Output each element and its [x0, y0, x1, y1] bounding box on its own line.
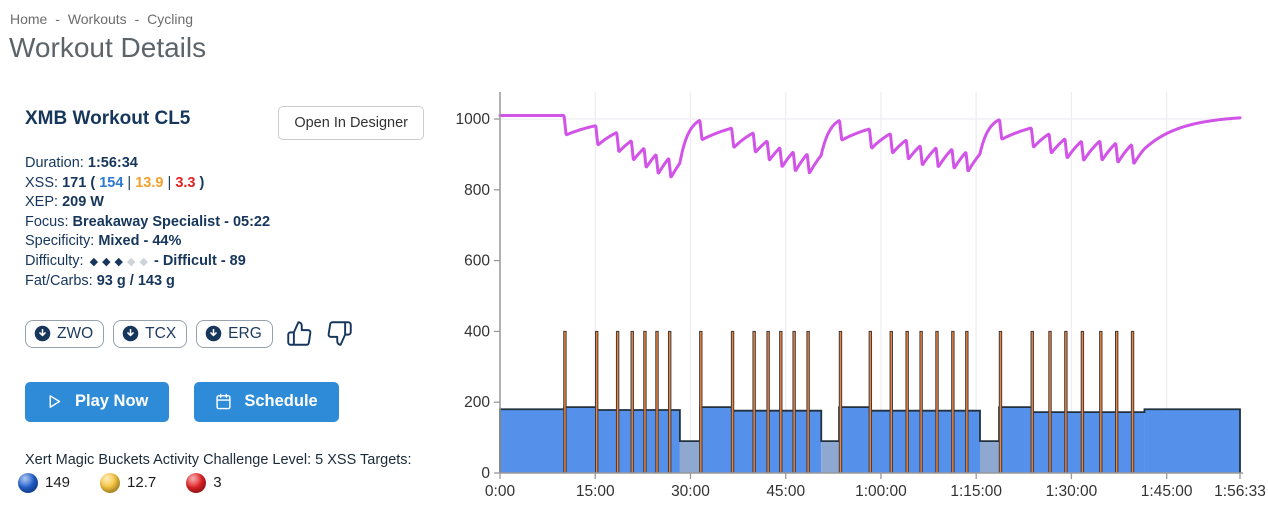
breadcrumb-separator: - [134, 11, 140, 27]
svg-text:800: 800 [464, 182, 490, 199]
download-zwo-label: ZWO [57, 324, 94, 342]
xep-value: 209 W [62, 194, 104, 210]
svg-text:1:15:00: 1:15:00 [950, 483, 1002, 500]
detail-focus: Focus: Breakaway Specialist - 05:22 [25, 213, 455, 233]
diamond-empty-icon: ◆ [139, 255, 148, 268]
breadcrumb-workouts[interactable]: Workouts [67, 11, 127, 27]
workout-summary-panel: XMB Workout CL5 Open In Designer Duratio… [0, 84, 455, 507]
svg-text:200: 200 [464, 394, 490, 411]
breadcrumb-cycling[interactable]: Cycling [147, 11, 194, 27]
schedule-button[interactable]: Schedule [194, 381, 339, 422]
play-now-label: Play Now [75, 392, 149, 410]
breadcrumb-home[interactable]: Home [10, 11, 48, 27]
detail-specificity: Specificity: Mixed - 44% [25, 232, 455, 252]
workout-title: XMB Workout CL5 [25, 108, 191, 129]
focus-value: Breakaway Specialist - 05:22 [72, 213, 271, 230]
detail-difficulty: Difficulty: ◆ ◆ ◆ ◆ ◆ - Difficult - 89 [25, 252, 455, 273]
breadcrumb: Home - Workouts - Cycling [0, 0, 1268, 27]
target-value: 149 [45, 474, 71, 491]
svg-text:15:00: 15:00 [576, 483, 615, 500]
svg-text:0: 0 [481, 465, 490, 482]
xss-target-red-bucket: 3 [186, 472, 222, 493]
download-icon [34, 325, 51, 342]
download-zwo-button[interactable]: ZWO [25, 319, 105, 348]
target-value: 12.7 [127, 474, 157, 491]
xss-label: XSS: [25, 174, 59, 191]
detail-duration: Duration: 1:56:34 [25, 154, 455, 174]
difficulty-diamonds: ◆ ◆ ◆ ◆ ◆ [88, 253, 150, 269]
download-erg-button[interactable]: ERG [196, 319, 273, 348]
download-row: ZWO TCX ERG [25, 319, 455, 348]
xss-target-blue-bucket: 149 [18, 472, 71, 493]
download-tcx-button[interactable]: TCX [113, 319, 188, 348]
svg-text:30:00: 30:00 [671, 483, 710, 500]
page-title: Workout Details [9, 32, 207, 63]
challenge-section: Xert Magic Buckets Activity Challenge Le… [18, 451, 455, 493]
download-icon [122, 325, 139, 342]
thumbs-down-button[interactable] [326, 320, 353, 347]
xep-label: XEP: [25, 194, 59, 210]
difficulty-label: Difficulty: [25, 252, 84, 269]
action-row: Play Now Schedule [25, 381, 455, 422]
detail-xep: XEP: 209 W [25, 193, 455, 213]
svg-text:400: 400 [464, 323, 490, 340]
xss-targets: 149 12.7 3 [18, 472, 455, 493]
svg-text:1:56:33: 1:56:33 [1214, 483, 1266, 500]
diamond-filled-icon: ◆ [102, 255, 111, 268]
target-value: 3 [213, 474, 222, 491]
detail-xss: XSS: 171 ( 154 | 13.9 | 3.3 ) [25, 174, 205, 191]
svg-text:45:00: 45:00 [766, 483, 805, 500]
duration-label: Duration: [25, 155, 84, 171]
fatcarbs-value: 93 g / 143 g [96, 273, 175, 289]
challenge-text: Xert Magic Buckets Activity Challenge Le… [25, 451, 412, 468]
thumbs-up-button[interactable] [286, 320, 313, 347]
xss-high-value: 3.3 [175, 174, 196, 191]
svg-text:1:45:00: 1:45:00 [1141, 483, 1193, 500]
thumbs-up-icon [286, 320, 313, 347]
diamond-filled-icon: ◆ [89, 255, 99, 268]
open-in-designer-button[interactable]: Open In Designer [278, 106, 424, 140]
xss-low-value: 154 [99, 174, 124, 191]
detail-fatcarbs: Fat/Carbs: 93 g / 143 g [25, 272, 455, 292]
download-icon [205, 325, 222, 342]
xss-total: 171 [62, 174, 87, 191]
svg-text:1:30:00: 1:30:00 [1046, 483, 1098, 500]
specificity-label: Specificity: [25, 233, 95, 249]
svg-text:1000: 1000 [456, 111, 491, 128]
xss-mid-value: 13.9 [135, 174, 164, 191]
svg-text:0:00: 0:00 [485, 483, 516, 500]
svg-text:1:00:00: 1:00:00 [855, 483, 907, 500]
specificity-value: Mixed - 44% [98, 233, 182, 249]
breadcrumb-separator: - [55, 11, 60, 27]
svg-text:600: 600 [464, 253, 490, 270]
target-dot-icon [18, 472, 38, 493]
workout-chart-area: 0:00 15:00 30:00 45:00 1:00:00 1:15:00 1:30:00… [455, 84, 1268, 507]
thumbs-down-icon [326, 320, 353, 347]
duration-value: 1:56:34 [87, 155, 138, 171]
play-icon [46, 393, 63, 410]
workout-chart: 0:00 15:00 30:00 45:00 1:00:00 1:15:00 1:30:00… [456, 92, 1266, 500]
download-erg-label: ERG [228, 324, 262, 342]
diamond-empty-icon: ◆ [127, 255, 136, 268]
play-now-button[interactable]: Play Now [25, 381, 170, 422]
main-content: XMB Workout CL5 Open In Designer Duratio… [0, 84, 1268, 507]
xss-target-yellow-bucket: 12.7 [100, 472, 157, 493]
calendar-icon [215, 393, 232, 410]
workout-details-list: Duration: 1:56:34 XSS: 171 ( 154 | 13.9 … [25, 154, 455, 292]
schedule-label: Schedule [244, 392, 318, 410]
diamond-filled-icon: ◆ [114, 255, 123, 268]
fatcarbs-label: Fat/Carbs: [25, 273, 93, 289]
target-dot-icon [186, 472, 207, 493]
difficulty-value: - Difficult - 89 [153, 252, 246, 269]
download-tcx-label: TCX [145, 324, 177, 342]
target-dot-icon [100, 472, 121, 493]
focus-label: Focus: [25, 213, 69, 230]
